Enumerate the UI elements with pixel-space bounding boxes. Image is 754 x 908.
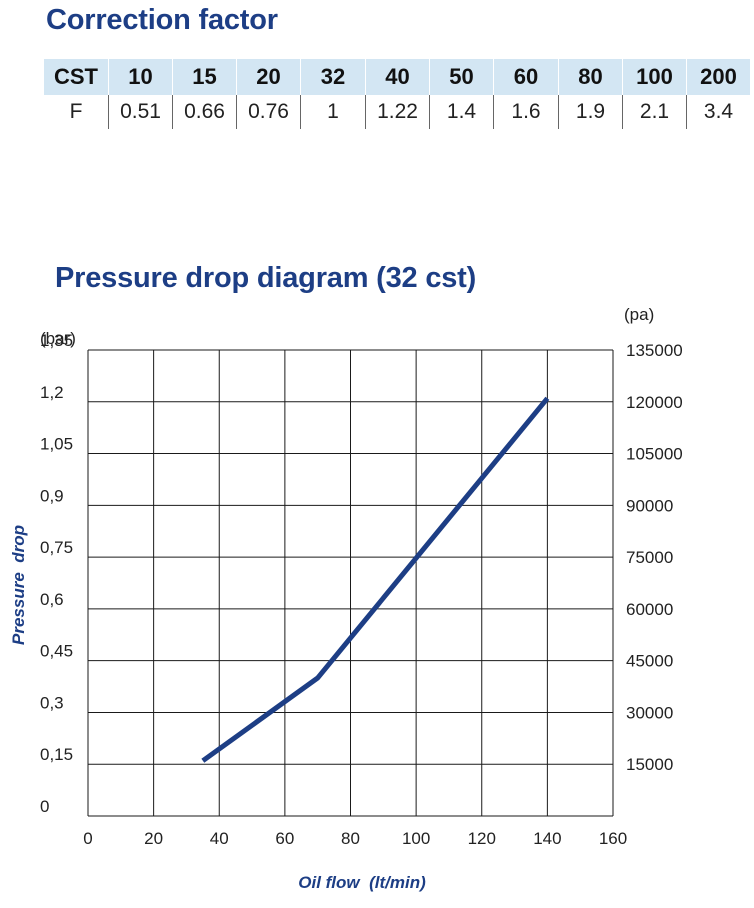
y-tick-label-right: 75000 xyxy=(626,548,673,567)
f-value-row: F 0.51 0.66 0.76 1 1.22 1.4 1.6 1.9 2.1 … xyxy=(44,95,750,129)
f-cell: 1.6 xyxy=(493,95,559,129)
y-tick-label-left: 0 xyxy=(40,797,49,816)
x-tick-label: 160 xyxy=(599,829,627,848)
f-cell: 2.1 xyxy=(622,95,687,129)
cst-cell: 200 xyxy=(686,59,750,95)
f-cell: 3.4 xyxy=(686,95,750,129)
x-tick-label: 40 xyxy=(210,829,229,848)
x-tick-label: 80 xyxy=(341,829,360,848)
left-unit-label: (bar) xyxy=(40,329,76,348)
f-cell: 1.22 xyxy=(365,95,430,129)
f-cell: 0.51 xyxy=(108,95,173,129)
y-tick-label-right: 45000 xyxy=(626,652,673,671)
cst-cell: 32 xyxy=(300,59,366,95)
f-cell: 0.66 xyxy=(172,95,237,129)
x-tick-label: 100 xyxy=(402,829,430,848)
y-tick-label-left: 0,9 xyxy=(40,486,64,505)
cst-cell: 80 xyxy=(558,59,623,95)
y-tick-label-left: 1,2 xyxy=(40,383,64,402)
f-cell: 1 xyxy=(300,95,366,129)
correction-factor-title: Correction factor xyxy=(46,4,278,36)
x-tick-label: 120 xyxy=(468,829,496,848)
cst-cell: 20 xyxy=(236,59,301,95)
pressure-drop-chart: 0 20 40 60 80 100 120 140 160 0 0,15 0,3 0,45 0,6 0,75… xyxy=(9,305,683,892)
cst-cell: 10 xyxy=(108,59,173,95)
f-cell: 1.4 xyxy=(429,95,494,129)
cst-cell: 15 xyxy=(172,59,237,95)
chart-title: Pressure drop diagram (32 cst) xyxy=(55,262,477,294)
f-row-label: F xyxy=(69,100,83,123)
x-tick-label: 0 xyxy=(83,829,92,848)
y-tick-label-left: 1,05 xyxy=(40,435,73,454)
y-tick-label-right: 60000 xyxy=(626,600,673,619)
y-tick-label-left: 0,75 xyxy=(40,538,73,557)
y-tick-label-right: 105000 xyxy=(626,445,683,464)
y-tick-label-right: 90000 xyxy=(626,496,673,515)
pressure-drop-line xyxy=(201,396,550,763)
y-tick-label-right: 30000 xyxy=(626,703,673,722)
y-tick-label-right: 120000 xyxy=(626,393,683,412)
y-tick-label-right: 135000 xyxy=(626,341,683,360)
cst-header-label: CST xyxy=(44,59,109,95)
right-unit-label: (pa) xyxy=(624,305,654,324)
y-tick-label-left: 0,45 xyxy=(40,642,73,661)
correction-factor-table: CST 10 15 20 32 40 50 60 80 100 200 F 0.… xyxy=(44,59,750,129)
y-axis-label: Pressure drop xyxy=(9,525,28,645)
y-tick-label-left: 0,15 xyxy=(40,745,73,764)
y-tick-label-left: 0,6 xyxy=(40,590,64,609)
cst-cell: 40 xyxy=(365,59,430,95)
cst-header-row: CST 10 15 20 32 40 50 60 80 100 200 xyxy=(44,59,750,95)
cst-cell: 100 xyxy=(622,59,687,95)
cst-cell: 50 xyxy=(429,59,494,95)
x-tick-label: 20 xyxy=(144,829,163,848)
x-axis-label: Oil flow (lt/min) xyxy=(298,873,426,892)
cst-cell: 60 xyxy=(493,59,559,95)
f-cell: 0.76 xyxy=(236,95,301,129)
y-tick-label-left: 0,3 xyxy=(40,693,64,712)
x-tick-label: 60 xyxy=(275,829,294,848)
y-tick-label-left: 1,35 xyxy=(40,331,73,350)
f-cell: 1.9 xyxy=(558,95,623,129)
x-tick-label: 140 xyxy=(533,829,561,848)
y-tick-label-right: 15000 xyxy=(626,755,673,774)
